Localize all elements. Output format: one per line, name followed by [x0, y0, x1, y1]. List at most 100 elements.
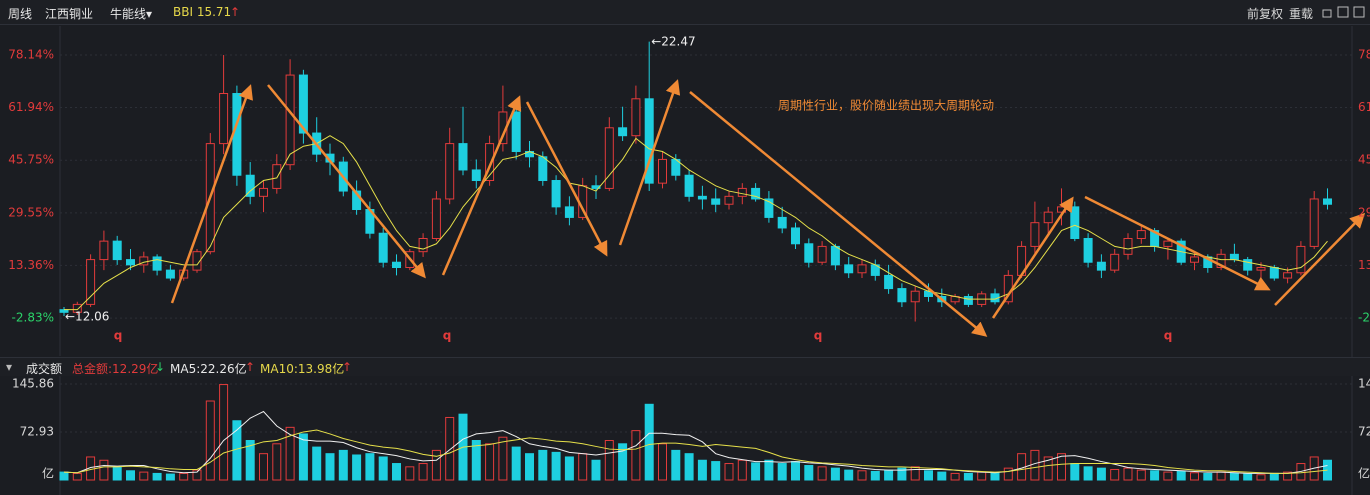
- volume-bar: [126, 470, 135, 481]
- candle-body: [1283, 272, 1293, 279]
- candle-body: [910, 290, 920, 303]
- volume-bar: [1110, 468, 1120, 481]
- cycle-marker: q: [114, 329, 123, 343]
- volume-bar: [1070, 463, 1080, 481]
- volume-bar: [418, 463, 428, 481]
- volume-bar: [711, 461, 721, 481]
- volume-bar: [1256, 474, 1266, 481]
- y-tick-label-right: 亿: [1358, 466, 1370, 481]
- collapse-icon[interactable]: ▾: [6, 360, 13, 374]
- volume-bar: [804, 465, 814, 481]
- candle-body: [604, 127, 614, 189]
- ma10-arrow: ↑: [342, 360, 353, 374]
- candle-body: [1123, 238, 1133, 255]
- candle-body: [1096, 261, 1106, 271]
- arrow: [267, 84, 426, 279]
- volume-bar: [165, 473, 175, 481]
- adjust-button[interactable]: 前复权: [1247, 7, 1284, 21]
- candle-body: [378, 232, 388, 263]
- period-label[interactable]: 周线: [8, 7, 33, 21]
- volume-bar: [511, 446, 521, 481]
- cycle-marker: q: [443, 329, 452, 343]
- volume-bar: [1229, 472, 1239, 481]
- volume-title: 成交额: [26, 362, 63, 376]
- volume-bar: [578, 453, 588, 481]
- candle-body: [830, 245, 840, 266]
- volume-bar: [737, 459, 747, 481]
- candle-body: [245, 174, 255, 197]
- volume-bar: [1003, 467, 1013, 481]
- toolbar: 周线 江西铜业 牛能线▾ BBI 15.71 ↑ 前复权 重载: [0, 0, 1370, 25]
- candle-body: [658, 158, 667, 184]
- candle-body: [272, 164, 282, 189]
- volume-bar: [1096, 467, 1106, 481]
- y-tick-label-right: 45.75%: [1358, 153, 1370, 167]
- y-tick-label-right: -2.83%: [1358, 311, 1370, 325]
- total-amount: 总金额:12.29亿: [72, 362, 159, 376]
- candle-body: [1256, 267, 1266, 271]
- candle-body: [711, 198, 721, 205]
- candle-body: [631, 98, 641, 137]
- volume-ma-line: [63, 429, 1328, 474]
- volume-bar: [870, 470, 880, 481]
- y-tick-label-right: 13.36%: [1358, 258, 1370, 272]
- volume-bar: [857, 470, 867, 481]
- cycle-marker: q: [814, 329, 823, 343]
- ma5-label: MA5:22.26亿: [170, 362, 247, 376]
- volume-bar: [99, 459, 109, 481]
- candle-body: [697, 195, 707, 200]
- bbi-arrow: ↑: [230, 5, 241, 19]
- volume-bar: [72, 472, 82, 481]
- volume-bar: [179, 472, 189, 481]
- volume-ma-line: [63, 410, 1328, 474]
- volume-bar: [751, 462, 761, 481]
- volume-bar: [1243, 473, 1253, 481]
- y-tick-label-right: 72.93: [1358, 424, 1370, 438]
- volume-bar: [910, 466, 920, 481]
- candle-body: [1136, 230, 1146, 240]
- candle-body: [298, 74, 308, 134]
- total-arrow: ↓: [155, 360, 166, 374]
- volume-bar: [445, 416, 455, 481]
- volume-bar: [219, 384, 229, 481]
- candle-body: [139, 256, 149, 266]
- note: 周期性行业，股价随业绩出现大周期轮动: [778, 98, 994, 113]
- trend-arrows: [170, 79, 1366, 337]
- arrow: [991, 196, 1074, 319]
- reload-button[interactable]: 重载: [1289, 7, 1314, 21]
- candle-body: [471, 169, 481, 182]
- candle-body: [192, 251, 202, 271]
- volume-bar: [1123, 467, 1133, 481]
- candle-body: [285, 74, 295, 166]
- candle-body: [1243, 259, 1253, 271]
- candle-body: [392, 261, 401, 269]
- volume-bar: [1283, 471, 1293, 481]
- candle-body: [1043, 211, 1053, 224]
- candle-body: [591, 185, 601, 189]
- candle-body: [724, 195, 734, 205]
- volume-bar: [1057, 453, 1066, 481]
- volume-bar: [830, 467, 840, 481]
- volume-bar: [338, 449, 348, 481]
- y-tick-label: 78.14%: [8, 48, 54, 62]
- volume-bar: [485, 443, 495, 481]
- volume-bar: [697, 459, 707, 481]
- candle-body: [86, 259, 96, 305]
- candle-body: [485, 143, 495, 182]
- candle-body: [817, 245, 827, 263]
- volume-bar: [977, 471, 987, 481]
- volume-bar: [937, 471, 947, 481]
- volume-bar: [259, 453, 268, 481]
- indicator-select[interactable]: 牛能线▾: [110, 7, 153, 21]
- stock-name[interactable]: 江西铜业: [45, 7, 94, 21]
- volume-bar: [405, 466, 415, 481]
- candle-body: [618, 127, 628, 137]
- candle-body: [764, 198, 774, 218]
- window-icons[interactable]: [1322, 6, 1366, 18]
- candle-body: [126, 259, 135, 266]
- volume-bar: [471, 440, 481, 481]
- volume-bar: [285, 426, 295, 481]
- candle-body: [152, 256, 162, 271]
- ma10-label: MA10:13.98亿: [260, 362, 345, 376]
- candle-body: [219, 93, 229, 145]
